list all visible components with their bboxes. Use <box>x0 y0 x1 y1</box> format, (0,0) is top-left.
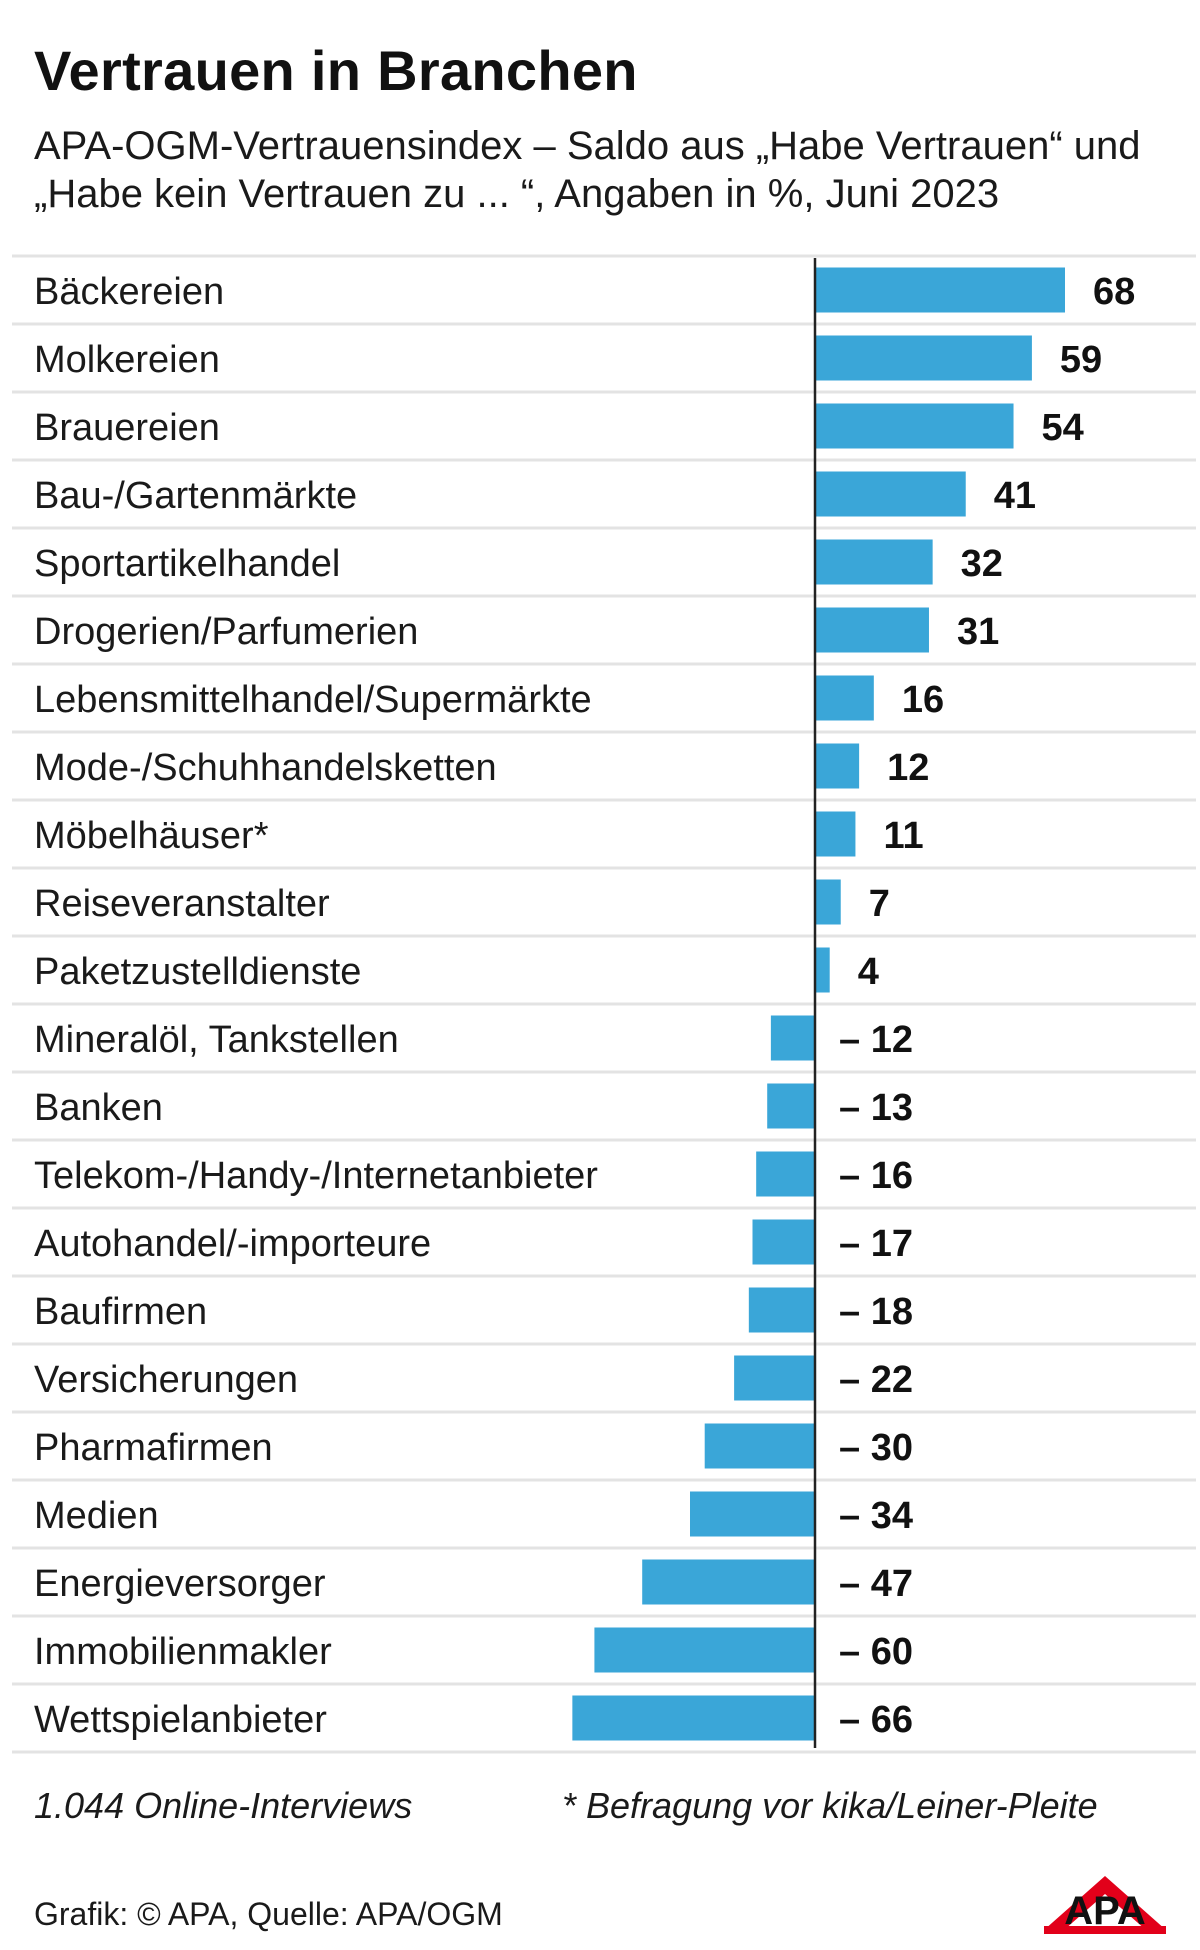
category-label: Baufirmen <box>34 1291 207 1333</box>
apa-logo-base <box>1044 1926 1166 1934</box>
value-label: 31 <box>957 611 999 653</box>
category-label: Banken <box>34 1087 163 1129</box>
category-label: Reiseveranstalter <box>34 883 330 925</box>
apa-logo-roof <box>1044 1876 1166 1930</box>
bar <box>815 811 856 857</box>
bar <box>815 675 874 721</box>
value-label: 7 <box>869 883 890 925</box>
value-label: 41 <box>994 475 1036 517</box>
bar <box>815 335 1032 381</box>
category-label: Sportartikelhandel <box>34 543 340 585</box>
bar <box>815 267 1065 313</box>
category-label: Immobilienmakler <box>34 1631 332 1673</box>
value-label: – 13 <box>839 1087 913 1129</box>
value-label: – 12 <box>839 1019 913 1061</box>
bar <box>815 471 966 517</box>
bar <box>767 1083 815 1129</box>
bar <box>815 539 933 585</box>
apa-logo-text: APA <box>1064 1889 1145 1933</box>
chart-subtitle: APA-OGM-Vertrauensindex – Saldo aus „Hab… <box>34 124 1141 216</box>
value-label: 54 <box>1042 407 1084 449</box>
value-label: – 16 <box>839 1155 913 1197</box>
category-label: Energieversorger <box>34 1563 326 1605</box>
category-label: Molkereien <box>34 339 220 381</box>
value-label: – 17 <box>839 1223 913 1265</box>
sample-note: 1.044 Online-Interviews <box>34 1785 413 1826</box>
category-label: Medien <box>34 1495 159 1537</box>
value-label: 16 <box>902 679 944 721</box>
bar-chart: Bäckereien 68 Molkereien 59 Brauereien 54 Bau-… <box>12 254 1196 1754</box>
bar <box>815 607 929 653</box>
value-label: – 66 <box>839 1699 913 1741</box>
category-label: Paketzustelldienste <box>34 951 361 993</box>
category-label: Brauereien <box>34 407 220 449</box>
category-label: Bau-/Gartenmärkte <box>34 475 357 517</box>
bar <box>704 1423 815 1469</box>
value-label: – 30 <box>839 1427 913 1469</box>
value-label: – 18 <box>839 1291 913 1333</box>
value-label: – 60 <box>839 1631 913 1673</box>
bar <box>815 879 841 925</box>
bar <box>594 1627 815 1673</box>
category-label: Möbelhäuser* <box>34 815 269 857</box>
apa-logo: APA <box>1044 1876 1166 1934</box>
category-label: Telekom-/Handy-/Internetanbieter <box>34 1155 598 1197</box>
category-label: Versicherungen <box>34 1359 298 1401</box>
bar <box>815 743 860 789</box>
value-label: 11 <box>883 815 923 857</box>
category-label: Autohandel/-importeure <box>34 1223 431 1265</box>
category-label: Drogerien/Parfumerien <box>34 611 418 653</box>
value-label: – 22 <box>839 1359 913 1401</box>
source-credit: Grafik: © APA, Quelle: APA/OGM <box>34 1896 503 1932</box>
category-label: Lebensmittelhandel/Supermärkte <box>34 679 592 721</box>
value-label: 59 <box>1060 339 1102 381</box>
bar <box>734 1355 815 1401</box>
bar <box>756 1151 815 1197</box>
bar <box>815 403 1014 449</box>
category-label: Bäckereien <box>34 271 224 313</box>
bar <box>572 1695 815 1741</box>
category-label: Mode-/Schuhhandelsketten <box>34 747 497 789</box>
bar <box>815 947 830 993</box>
bar <box>770 1015 815 1061</box>
value-label: 32 <box>961 543 1003 585</box>
bar <box>752 1219 815 1265</box>
bar <box>690 1491 815 1537</box>
value-label: 12 <box>887 747 929 789</box>
bar <box>642 1559 815 1605</box>
value-label: – 34 <box>839 1495 913 1537</box>
bar <box>748 1287 815 1333</box>
chart-title: Vertrauen in Branchen <box>34 39 638 102</box>
category-label: Pharmafirmen <box>34 1427 273 1469</box>
category-label: Mineralöl, Tankstellen <box>34 1019 399 1061</box>
value-label: 4 <box>858 951 879 993</box>
value-label: – 47 <box>839 1563 913 1605</box>
asterisk-note: * Befragung vor kika/Leiner-Pleite <box>562 1785 1098 1826</box>
category-label: Wettspielanbieter <box>34 1699 327 1741</box>
value-label: 68 <box>1093 271 1135 313</box>
